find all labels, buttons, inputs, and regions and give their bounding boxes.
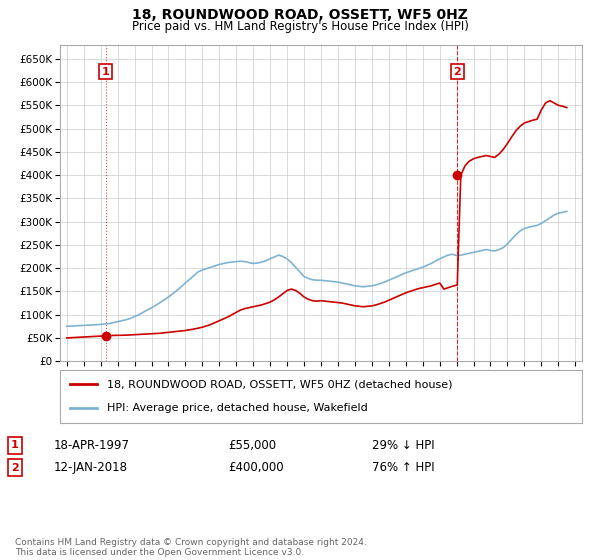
Text: Contains HM Land Registry data © Crown copyright and database right 2024.
This d: Contains HM Land Registry data © Crown c…	[15, 538, 367, 557]
Text: HPI: Average price, detached house, Wakefield: HPI: Average price, detached house, Wake…	[107, 403, 368, 413]
Text: 1: 1	[102, 67, 110, 77]
Text: 1: 1	[11, 440, 19, 450]
Text: 76% ↑ HPI: 76% ↑ HPI	[372, 461, 434, 474]
Text: 2: 2	[11, 463, 19, 473]
Text: 2: 2	[454, 67, 461, 77]
Text: 18, ROUNDWOOD ROAD, OSSETT, WF5 0HZ: 18, ROUNDWOOD ROAD, OSSETT, WF5 0HZ	[132, 8, 468, 22]
Text: £55,000: £55,000	[228, 438, 276, 452]
Text: 12-JAN-2018: 12-JAN-2018	[54, 461, 128, 474]
Text: 29% ↓ HPI: 29% ↓ HPI	[372, 438, 434, 452]
Text: Price paid vs. HM Land Registry's House Price Index (HPI): Price paid vs. HM Land Registry's House …	[131, 20, 469, 32]
Text: 18-APR-1997: 18-APR-1997	[54, 438, 130, 452]
Text: 18, ROUNDWOOD ROAD, OSSETT, WF5 0HZ (detached house): 18, ROUNDWOOD ROAD, OSSETT, WF5 0HZ (det…	[107, 380, 452, 390]
Text: £400,000: £400,000	[228, 461, 284, 474]
